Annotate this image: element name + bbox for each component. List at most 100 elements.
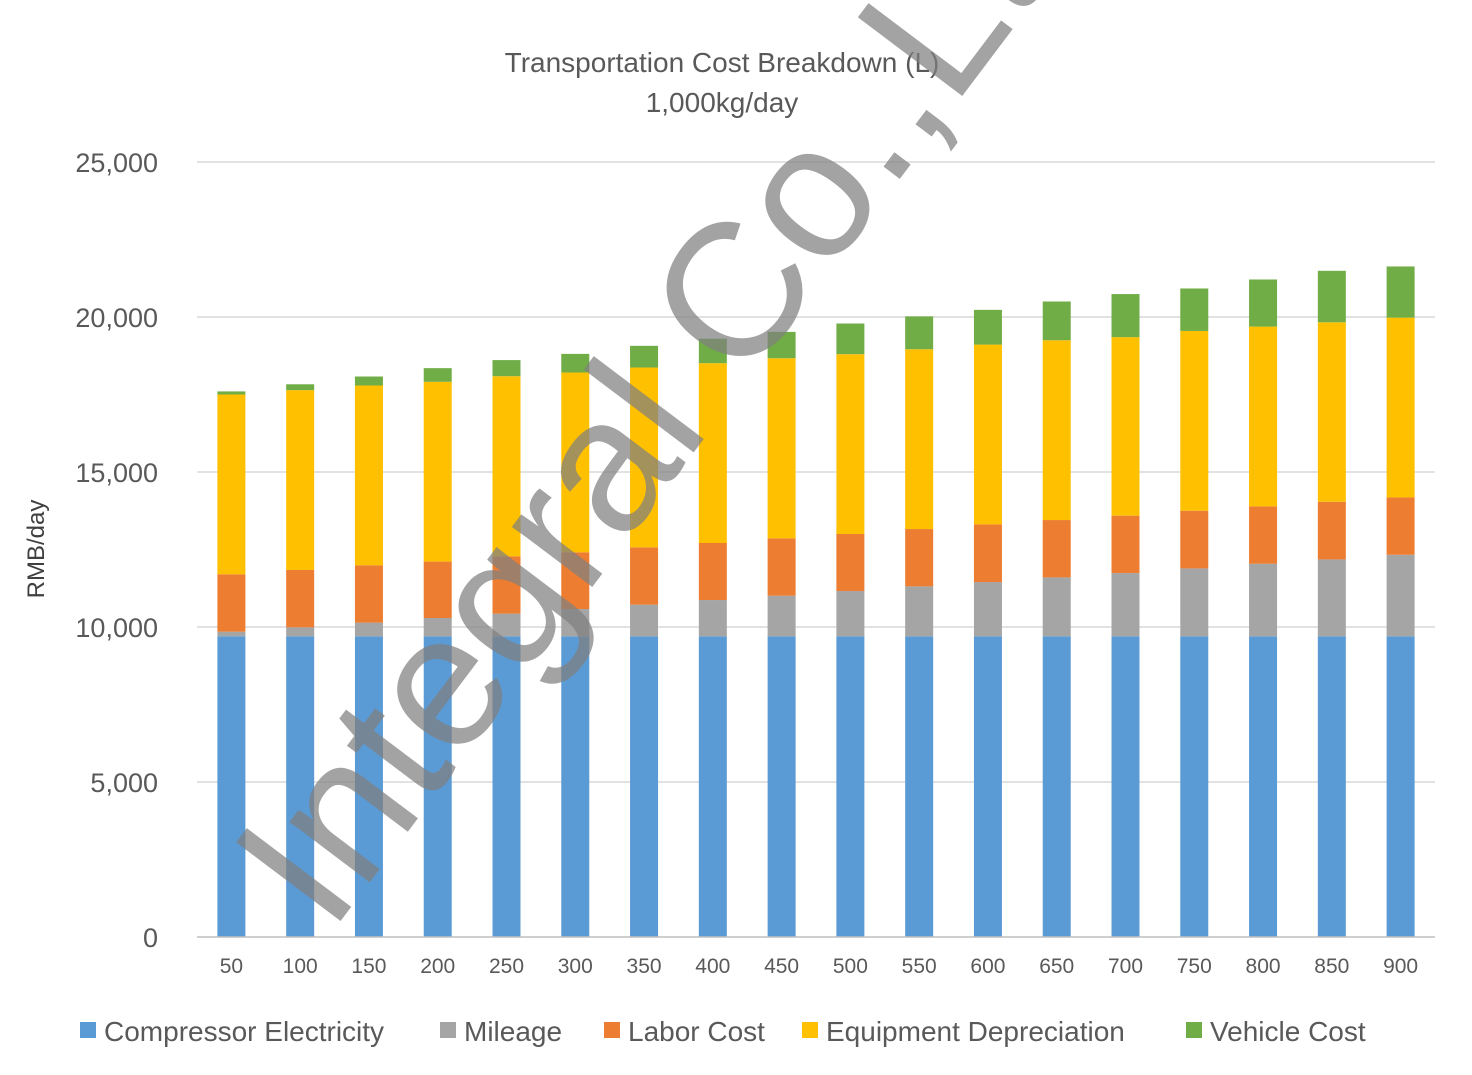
bar-segment-vehicle-cost-700	[1111, 294, 1140, 338]
bar-segment-labor-cost-650	[1042, 520, 1071, 578]
x-tick-label: 800	[1246, 955, 1281, 978]
chart-subtitle: 1,000kg/day	[646, 87, 799, 118]
bar-segment-labor-cost-100	[286, 569, 315, 628]
bar-segment-compressor-electricity-750	[1180, 636, 1209, 937]
legend-swatch-compressor-electricity	[80, 1022, 96, 1038]
bar-segment-mileage-650	[1042, 577, 1071, 637]
x-tick-label: 350	[627, 955, 662, 978]
bar-segment-labor-cost-500	[836, 534, 865, 592]
chart-title: Transportation Cost Breakdown (L)	[505, 47, 940, 78]
legend-label-compressor-electricity: Compressor Electricity	[104, 1016, 384, 1047]
bar-segment-vehicle-cost-600	[973, 309, 1002, 345]
bar-segment-equipment-depreciation-500	[836, 354, 865, 534]
bar-segment-mileage-800	[1249, 563, 1278, 637]
legend: Compressor Electricity Mileage Labor Cost E…	[80, 1016, 1366, 1047]
bar-segment-equipment-depreciation-450	[767, 358, 796, 539]
bar-segment-labor-cost-150	[354, 565, 383, 623]
bar-segment-labor-cost-600	[973, 524, 1002, 583]
bar-segment-compressor-electricity-300	[561, 636, 590, 937]
bar-segment-mileage-500	[836, 591, 865, 637]
bar-segment-equipment-depreciation-700	[1111, 337, 1140, 516]
bar-segment-compressor-electricity-400	[698, 636, 727, 937]
bar-segment-mileage-550	[905, 586, 934, 637]
bar-segment-equipment-depreciation-650	[1042, 340, 1071, 521]
legend-swatch-equipment-depreciation	[802, 1022, 818, 1038]
bar-segment-mileage-600	[973, 582, 1002, 637]
legend-label-equipment-depreciation: Equipment Depreciation	[826, 1016, 1125, 1047]
bar-segment-compressor-electricity-150	[354, 636, 383, 937]
bar-segment-equipment-depreciation-100	[286, 390, 315, 570]
bar-segment-mileage-450	[767, 595, 796, 637]
bar-segment-vehicle-cost-200	[423, 368, 452, 382]
bar-segment-mileage-700	[1111, 573, 1140, 637]
legend-swatch-vehicle-cost	[1186, 1022, 1202, 1038]
legend-swatch-labor-cost	[604, 1022, 620, 1038]
bar-segment-mileage-200	[423, 618, 452, 637]
bar-segment-compressor-electricity-500	[836, 636, 865, 937]
y-tick-label: 15,000	[75, 458, 158, 488]
bar-segment-vehicle-cost-350	[630, 345, 659, 368]
bar-segment-labor-cost-700	[1111, 515, 1140, 574]
bar-segment-compressor-electricity-250	[492, 636, 521, 937]
bar-segment-vehicle-cost-300	[561, 353, 590, 373]
y-tick-label: 25,000	[75, 148, 158, 178]
bar-segment-compressor-electricity-100	[286, 636, 315, 937]
bar-segment-vehicle-cost-850	[1317, 270, 1346, 323]
bar-segment-labor-cost-750	[1180, 510, 1209, 569]
bar-segment-equipment-depreciation-50	[217, 394, 246, 575]
axes: 0 5,000 10,000 15,000 20,000 25,000 50 100 150 20…	[75, 148, 1435, 978]
x-tick-label: 100	[283, 955, 318, 978]
bar-segment-compressor-electricity-800	[1249, 636, 1278, 937]
bar-segment-equipment-depreciation-900	[1386, 317, 1415, 498]
bar-segment-mileage-100	[286, 627, 315, 637]
bar-segment-mileage-300	[561, 609, 590, 637]
bar-segment-compressor-electricity-900	[1386, 636, 1415, 937]
x-tick-label: 900	[1383, 955, 1418, 978]
bar-segment-equipment-depreciation-750	[1180, 330, 1209, 511]
x-tick-label: 650	[1039, 955, 1074, 978]
bar-segment-compressor-electricity-850	[1317, 636, 1346, 937]
x-tick-label: 850	[1314, 955, 1349, 978]
x-tick-label: 750	[1177, 955, 1212, 978]
bar-segment-vehicle-cost-800	[1249, 279, 1278, 327]
bar-segment-equipment-depreciation-800	[1249, 326, 1278, 507]
bar-segment-mileage-350	[630, 604, 659, 637]
bar-segment-compressor-electricity-450	[767, 636, 796, 937]
bar-segment-mileage-850	[1317, 559, 1346, 637]
legend-label-labor-cost: Labor Cost	[628, 1016, 765, 1047]
x-tick-label: 300	[558, 955, 593, 978]
x-tick-label: 250	[489, 955, 524, 978]
bar-segment-labor-cost-250	[492, 556, 521, 614]
bar-segment-equipment-depreciation-200	[423, 381, 452, 562]
bar-segment-labor-cost-400	[698, 542, 727, 601]
bar-segment-vehicle-cost-750	[1180, 288, 1209, 331]
bar-segment-vehicle-cost-150	[354, 376, 383, 386]
bar-segment-compressor-electricity-650	[1042, 636, 1071, 937]
bar-segment-vehicle-cost-500	[836, 323, 865, 355]
y-tick-label: 0	[143, 923, 158, 953]
x-tick-label: 50	[220, 955, 243, 978]
bar-segment-equipment-depreciation-250	[492, 376, 521, 557]
bar-segment-compressor-electricity-700	[1111, 636, 1140, 937]
bar-segment-labor-cost-800	[1249, 506, 1278, 564]
bar-segment-mileage-900	[1386, 554, 1415, 637]
x-tick-label: 200	[420, 955, 455, 978]
x-tick-label: 700	[1108, 955, 1143, 978]
bar-segment-labor-cost-900	[1386, 497, 1415, 555]
bar-segment-compressor-electricity-600	[973, 636, 1002, 937]
bar-segment-labor-cost-300	[561, 552, 590, 610]
bar-segment-vehicle-cost-50	[217, 391, 246, 395]
bar-segment-mileage-50	[217, 631, 246, 637]
gridlines	[197, 161, 1435, 783]
bar-segment-labor-cost-350	[630, 547, 659, 605]
bar-segment-mileage-750	[1180, 568, 1209, 637]
bar-segment-equipment-depreciation-600	[973, 344, 1002, 525]
x-tick-label: 500	[833, 955, 868, 978]
bar-segment-labor-cost-850	[1317, 501, 1346, 560]
legend-label-mileage: Mileage	[464, 1016, 562, 1047]
bar-segment-vehicle-cost-250	[492, 360, 521, 377]
legend-label-vehicle-cost: Vehicle Cost	[1210, 1016, 1366, 1047]
bar-segment-equipment-depreciation-550	[905, 349, 934, 530]
